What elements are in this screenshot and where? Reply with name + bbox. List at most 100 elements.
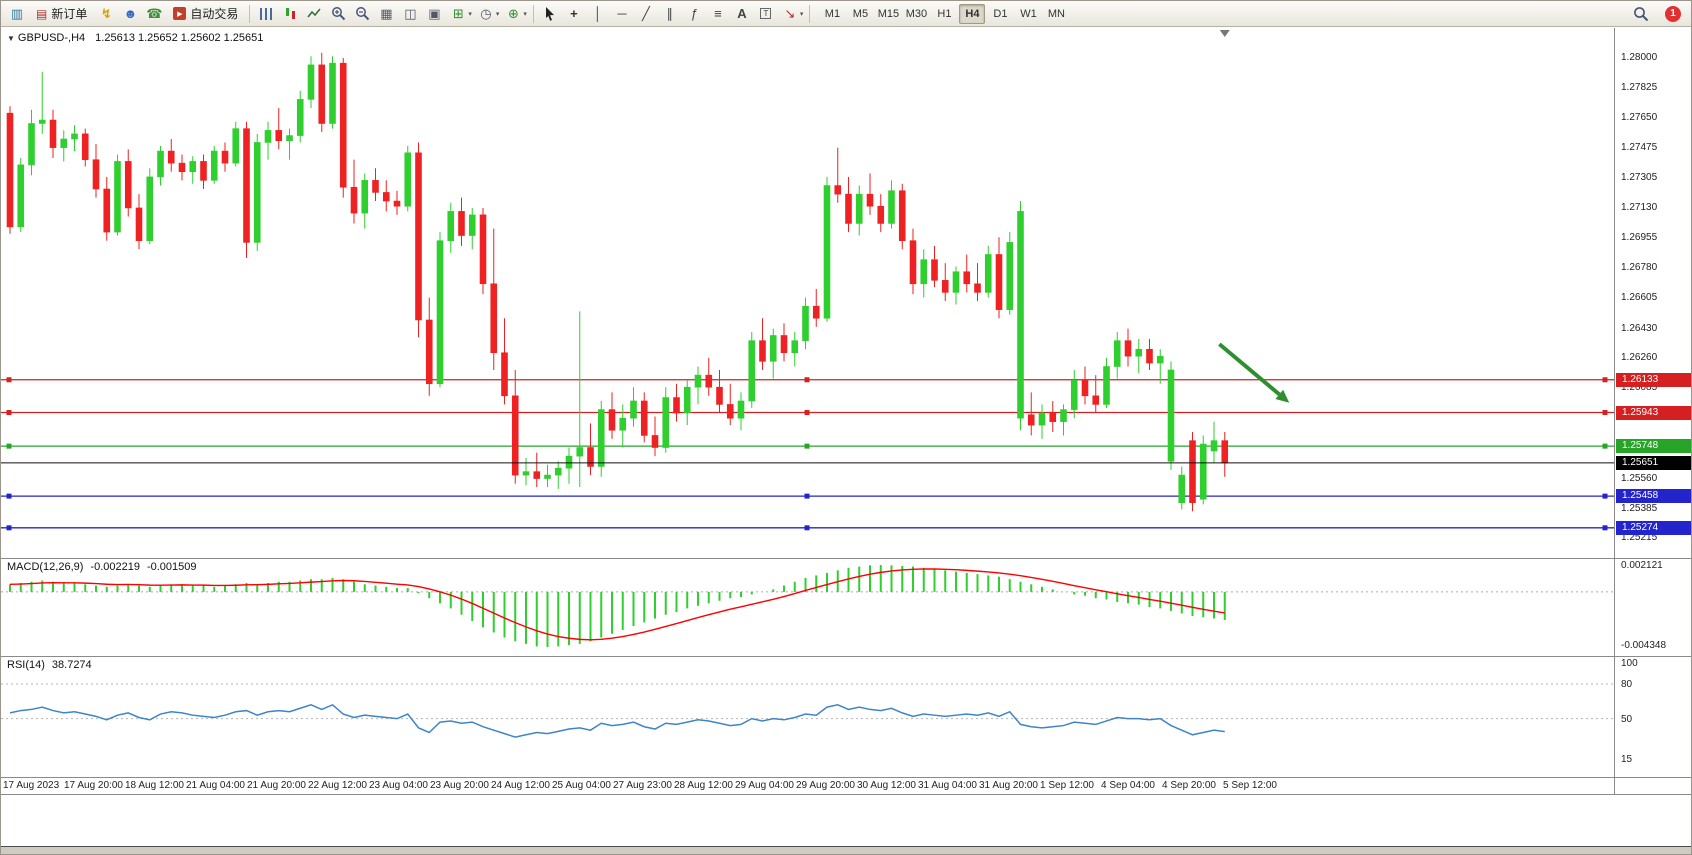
panel-separator[interactable]: [1, 656, 1691, 657]
zoom-in-button[interactable]: [327, 4, 349, 24]
main-chart-svg[interactable]: [1, 28, 1614, 558]
horizontal-level-line[interactable]: [1, 443, 1614, 449]
candles: [6, 52, 1229, 512]
price-axis-label: 1.28000: [1621, 52, 1658, 63]
macd-axis-label: 0.002121: [1621, 560, 1663, 571]
time-axis[interactable]: 17 Aug 2023 17 Aug 20:00 18 Aug 12:00 21 Au…: [1, 778, 1691, 794]
time-axis-label: 1 Sep 12:00: [1040, 780, 1094, 791]
line-handle[interactable]: [1602, 493, 1608, 499]
price-axis-label: 1.26780: [1621, 262, 1658, 274]
cursor-button[interactable]: [539, 4, 561, 24]
line-handle[interactable]: [804, 525, 810, 531]
alerts-icon[interactable]: ☎: [146, 5, 163, 21]
panel-separator[interactable]: [1, 558, 1691, 559]
panel-separator: [1, 794, 1691, 795]
autotrading-button[interactable]: ▶ 自动交易: [167, 4, 244, 24]
horizontal-line-button[interactable]: ─: [617, 6, 627, 21]
arrows-dropdown-caret[interactable]: ▾: [799, 10, 804, 18]
text-label-button[interactable]: T: [755, 4, 777, 24]
line-chart-button[interactable]: [303, 4, 325, 24]
new-order-button[interactable]: ▤ 新订单: [30, 4, 93, 24]
collapse-icon[interactable]: ▼: [7, 34, 15, 43]
timeframe-m15[interactable]: M15: [877, 7, 900, 20]
channel-button[interactable]: ∥: [666, 5, 674, 21]
line-handle[interactable]: [804, 377, 810, 383]
line-handle[interactable]: [6, 410, 12, 416]
timeframe-mn[interactable]: MN: [1047, 7, 1065, 20]
horizontal-level-line[interactable]: [1, 377, 1614, 383]
line-handle[interactable]: [804, 410, 810, 416]
horizontal-level-line[interactable]: [1, 525, 1614, 531]
autotrading-play-icon: ▶: [173, 7, 187, 20]
macd-panel-svg[interactable]: [1, 559, 1614, 656]
time-axis-label: 21 Aug 04:00: [186, 780, 245, 791]
candlestick-chart-button[interactable]: [279, 4, 301, 24]
line-handle[interactable]: [6, 525, 12, 531]
new-chart-dropdown-caret[interactable]: ▾: [468, 10, 472, 18]
timeframe-w1[interactable]: W1: [1020, 7, 1037, 20]
line-handle[interactable]: [6, 493, 12, 499]
level-price-tag: 1.25458: [1616, 489, 1691, 504]
new-chart-button[interactable]: ⊞: [452, 5, 464, 21]
timeframe-m5[interactable]: M5: [852, 7, 869, 20]
period-dropdown-caret[interactable]: ▾: [495, 10, 500, 18]
rsi-axis-label: 15: [1621, 754, 1633, 765]
timeframe-h4[interactable]: H4: [959, 3, 986, 24]
time-axis-label: 23 Aug 20:00: [430, 780, 489, 791]
vertical-line-button[interactable]: │: [593, 6, 602, 21]
notification-badge[interactable]: 1: [1665, 5, 1681, 22]
line-handle[interactable]: [804, 493, 810, 499]
trendline-button[interactable]: ╱: [642, 5, 650, 21]
rsi-label: RSI(14) 38.7274: [7, 659, 92, 671]
time-axis-label: 18 Aug 12:00: [125, 780, 184, 791]
timeframe-m30[interactable]: M30: [905, 7, 928, 20]
line-handle[interactable]: [804, 443, 810, 449]
zoom-out-button[interactable]: [351, 4, 373, 24]
level-price-tag: 1.25748: [1616, 439, 1691, 454]
line-handle[interactable]: [1602, 525, 1608, 531]
crosshair-button[interactable]: +: [570, 6, 578, 21]
line-handle[interactable]: [6, 377, 12, 383]
tile-windows-button[interactable]: ▦: [380, 5, 393, 21]
market-watch-icon[interactable]: ▥: [10, 5, 24, 21]
bar-chart-button[interactable]: [255, 4, 277, 24]
timeframe-d1[interactable]: D1: [993, 7, 1008, 20]
level-price-tag: 1.26133: [1616, 372, 1691, 387]
cascade-windows-button[interactable]: ◫: [404, 5, 417, 21]
rsi-line: [9, 703, 1225, 738]
current-price-tag: 1.25651: [1616, 455, 1691, 470]
community-icon[interactable]: ↯: [100, 5, 112, 21]
zoom-out-icon: [355, 7, 370, 21]
time-axis-label: 4 Sep 04:00: [1101, 780, 1155, 791]
text-button[interactable]: A: [737, 6, 747, 21]
price-axis[interactable]: 1.28000 1.27825 1.27650 1.27475 1.27305 1.271…: [1614, 28, 1691, 794]
timeframe-h1[interactable]: H1: [937, 7, 952, 20]
search-button[interactable]: [1630, 4, 1652, 24]
trend-arrow[interactable]: [1218, 342, 1290, 403]
clock-button[interactable]: ◷: [480, 5, 492, 21]
price-axis-label: 1.26605: [1621, 292, 1658, 304]
horizontal-level-line[interactable]: [1, 410, 1614, 416]
line-handle[interactable]: [1602, 377, 1608, 383]
fibonacci-button[interactable]: ƒ: [690, 6, 698, 21]
time-axis-label: 29 Aug 04:00: [735, 780, 794, 791]
line-handle[interactable]: [1602, 410, 1608, 416]
line-handle[interactable]: [1602, 443, 1608, 449]
symbol-period: GBPUSD-,H4: [17, 32, 86, 44]
indicators-button[interactable]: ⊕: [507, 5, 519, 21]
timeframe-m1[interactable]: M1: [824, 7, 841, 20]
bar-chart-icon: [259, 7, 273, 20]
objects-button[interactable]: ≡: [714, 6, 722, 21]
arrows-tool-button[interactable]: ↘: [784, 5, 796, 21]
horizontal-level-line[interactable]: [1, 493, 1614, 499]
rsi-panel-svg[interactable]: [1, 657, 1614, 776]
toolbar-right: 1: [1629, 4, 1689, 24]
profile-icon[interactable]: ☻: [123, 6, 138, 21]
indicators-dropdown-caret[interactable]: ▾: [523, 10, 527, 18]
candlestick-chart-icon: [284, 7, 297, 20]
level-price-tag: 1.25943: [1616, 405, 1691, 420]
line-handle[interactable]: [6, 443, 12, 449]
chart-shift-marker[interactable]: [1219, 30, 1230, 37]
arrange-windows-button[interactable]: ▣: [428, 5, 441, 21]
rsi-axis-label: 100: [1621, 658, 1638, 669]
